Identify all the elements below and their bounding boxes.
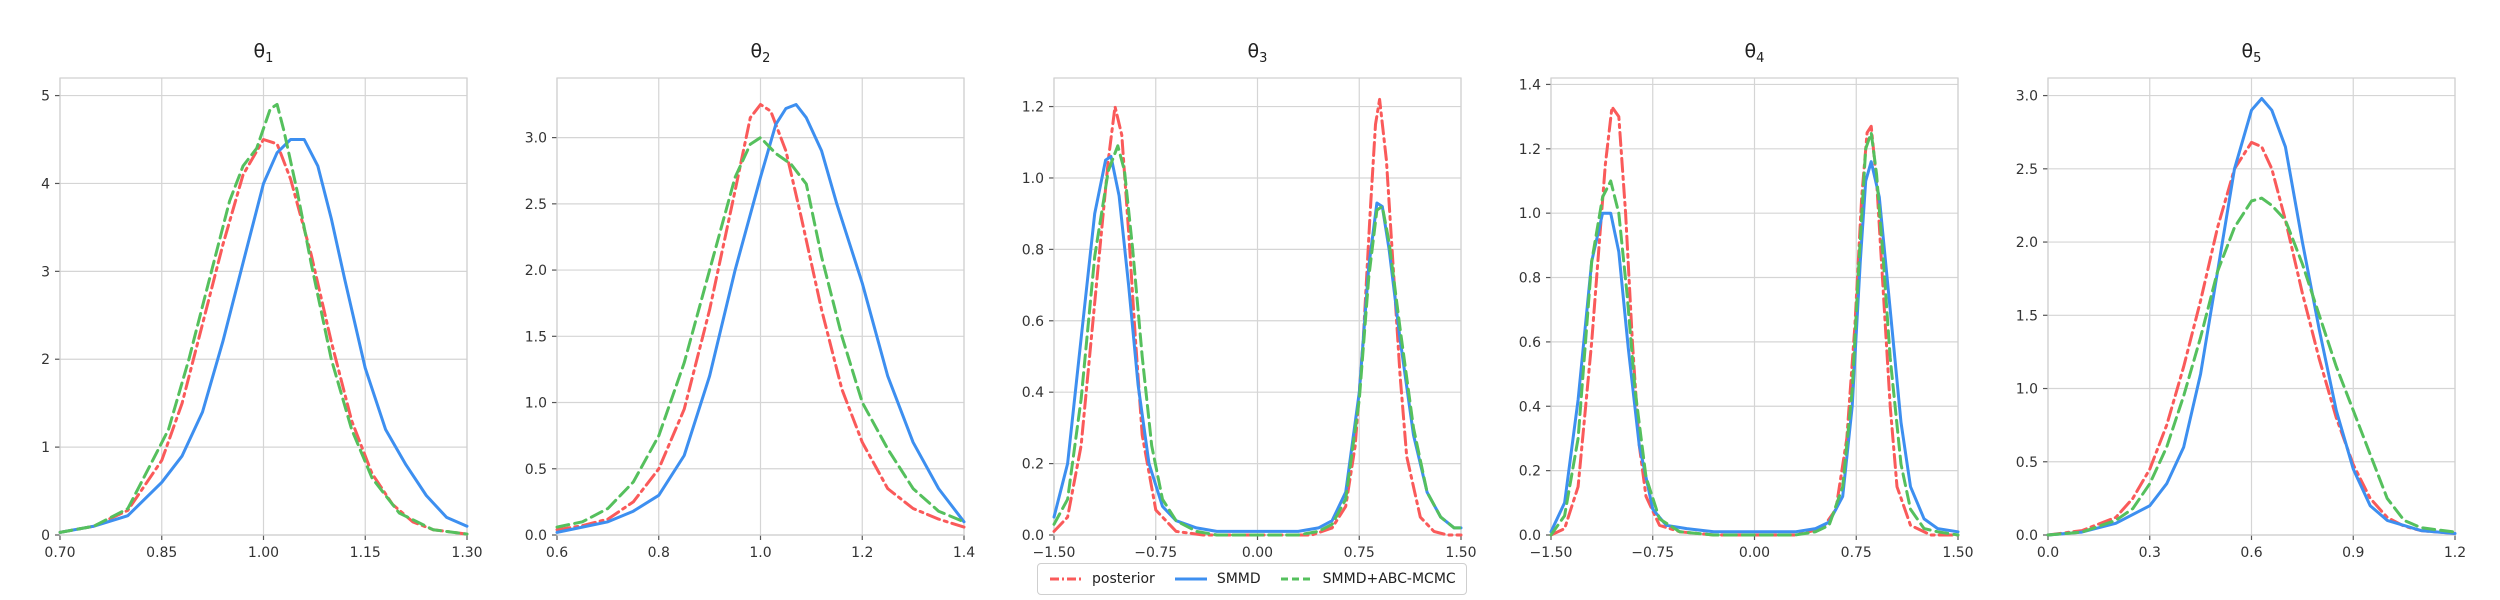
panel-3-y-tick-label: 0.4 xyxy=(1022,385,1044,401)
panel-4-series-smmd xyxy=(1549,160,1960,534)
panel-4-y-tick-label: 0.4 xyxy=(1519,399,1541,415)
panel-2-x-tick-label: 0.6 xyxy=(546,545,568,561)
panel-4-y-tick-label: 0.0 xyxy=(1519,528,1541,544)
panel-3-y-tick-label: 0.6 xyxy=(1022,314,1044,330)
panel-2-title: θ2 xyxy=(751,40,771,66)
panel-2-x-tick-label: 0.8 xyxy=(648,545,670,561)
panel-5-y-tick-label: 1.5 xyxy=(2016,308,2038,324)
panel-5-x-tick-label: 1.2 xyxy=(2444,545,2466,561)
panel-5-y-tick-label: 0.5 xyxy=(2016,455,2038,471)
panel-4-series-posterior xyxy=(1549,105,1960,537)
panel-2-y-tick-label: 2.0 xyxy=(525,263,547,279)
panel-3-x-tick-label: −1.50 xyxy=(1033,545,1076,561)
legend-item-smmd: SMMD xyxy=(1173,571,1261,587)
panel-3-x-tick-label: 1.50 xyxy=(1445,545,1476,561)
panel-5-x-tick-label: 0.9 xyxy=(2342,545,2364,561)
legend-item-smmd-abc-mcmc: SMMD+ABC-MCMC xyxy=(1279,571,1456,587)
panel-1-x-tick-label: 1.30 xyxy=(451,545,482,561)
panel-1-x-tick-label: 0.70 xyxy=(44,545,75,561)
panel-5-series-smmd-abc-mcmc xyxy=(2046,196,2457,537)
legend-label-smmd-abc-mcmc: SMMD+ABC-MCMC xyxy=(1322,571,1456,587)
legend-label-smmd: SMMD xyxy=(1216,571,1261,587)
panel-1-y-tick-label: 5 xyxy=(41,89,50,105)
panel-3-y-tick-label: 1.0 xyxy=(1022,171,1044,187)
panel-2-y-tick-label: 3.0 xyxy=(525,131,547,147)
panel-5-title: θ5 xyxy=(2242,40,2262,66)
panel-5-series-smmd xyxy=(2046,97,2457,537)
legend: posterior SMMD SMMD+ABC-MCMC xyxy=(1037,563,1467,595)
panel-2-x-tick-label: 1.4 xyxy=(953,545,975,561)
panel-5-series-posterior xyxy=(2046,140,2457,537)
legend-swatch-smmd-abc-mcmc xyxy=(1280,577,1313,581)
panel-2-series-smmd-abc-mcmc xyxy=(555,136,966,529)
panel-4-y-tick-label: 0.6 xyxy=(1519,335,1541,351)
panel-2-y-tick-label: 0.0 xyxy=(525,528,547,544)
panel-1-y-tick-label: 0 xyxy=(41,528,50,544)
panel-2-y-tick-label: 1.5 xyxy=(525,329,547,345)
panel-5-y-tick-label: 0.0 xyxy=(2016,528,2038,544)
panel-1-y-tick-label: 1 xyxy=(41,440,50,456)
panel-1-y-tick-label: 4 xyxy=(41,176,50,192)
panel-2-x-tick-label: 1.2 xyxy=(851,545,873,561)
panel-3-y-tick-label: 1.2 xyxy=(1022,100,1044,116)
panel-5-x-tick-label: 0.0 xyxy=(2037,545,2059,561)
panel-2-series-smmd xyxy=(555,103,966,534)
legend-swatch-posterior xyxy=(1050,577,1082,581)
panel-4-y-tick-label: 1.0 xyxy=(1519,206,1541,222)
panel-4-y-tick-label: 1.2 xyxy=(1519,142,1541,158)
panel-4-y-tick-label: 0.8 xyxy=(1519,271,1541,287)
panel-1-x-tick-label: 1.15 xyxy=(350,545,381,561)
panel-1-x-tick-label: 0.85 xyxy=(146,545,177,561)
panel-4-x-tick-label: 1.50 xyxy=(1942,545,1973,561)
panel-3-title: θ3 xyxy=(1248,40,1268,66)
panel-3-x-tick-label: 0.00 xyxy=(1242,545,1273,561)
panel-1-y-tick-label: 2 xyxy=(41,352,50,368)
panel-1-series-smmd-abc-mcmc xyxy=(58,102,469,536)
panel-4-title: θ4 xyxy=(1745,40,1765,66)
panel-4-x-tick-label: 0.00 xyxy=(1739,545,1770,561)
panel-3-y-tick-label: 0.2 xyxy=(1022,457,1044,473)
panel-2-y-tick-label: 0.5 xyxy=(525,462,547,478)
panel-5-frame xyxy=(2047,77,2456,536)
panel-1-series-smmd xyxy=(58,138,469,534)
panel-4-series-smmd-abc-mcmc xyxy=(1549,131,1960,537)
panel-4-y-tick-label: 1.4 xyxy=(1519,77,1541,93)
panel-2-frame xyxy=(556,77,965,536)
panel-2-y-tick-label: 1.0 xyxy=(525,396,547,412)
panel-1-frame xyxy=(59,77,468,536)
panel-3-y-tick-label: 0.0 xyxy=(1022,528,1044,544)
panel-1-x-tick-label: 1.00 xyxy=(248,545,279,561)
panel-1-y-tick-label: 3 xyxy=(41,264,50,280)
panel-3-y-tick-label: 0.8 xyxy=(1022,242,1044,258)
panel-5-y-tick-label: 3.0 xyxy=(2016,89,2038,105)
panel-2-x-tick-label: 1.0 xyxy=(749,545,771,561)
legend-item-posterior: posterior xyxy=(1048,571,1155,587)
panel-5-y-tick-label: 2.5 xyxy=(2016,162,2038,178)
legend-swatch-smmd xyxy=(1174,577,1207,581)
panel-3-series-smmd-abc-mcmc xyxy=(1052,144,1463,537)
panel-4-x-tick-label: −1.50 xyxy=(1530,545,1573,561)
panel-2-y-tick-label: 2.5 xyxy=(525,197,547,213)
panel-5-y-tick-label: 1.0 xyxy=(2016,382,2038,398)
panel-3-x-tick-label: −0.75 xyxy=(1134,545,1177,561)
panel-5-x-tick-label: 0.6 xyxy=(2240,545,2262,561)
panel-5-y-tick-label: 2.0 xyxy=(2016,235,2038,251)
panel-3-x-tick-label: 0.75 xyxy=(1344,545,1375,561)
panel-1-title: θ1 xyxy=(254,40,274,66)
panel-4-x-tick-label: 0.75 xyxy=(1841,545,1872,561)
panel-4-y-tick-label: 0.2 xyxy=(1519,464,1541,480)
panel-5-x-tick-label: 0.3 xyxy=(2139,545,2161,561)
panel-4-x-tick-label: −0.75 xyxy=(1631,545,1674,561)
panel-2-series-posterior xyxy=(555,103,966,532)
legend-label-posterior: posterior xyxy=(1092,571,1155,587)
